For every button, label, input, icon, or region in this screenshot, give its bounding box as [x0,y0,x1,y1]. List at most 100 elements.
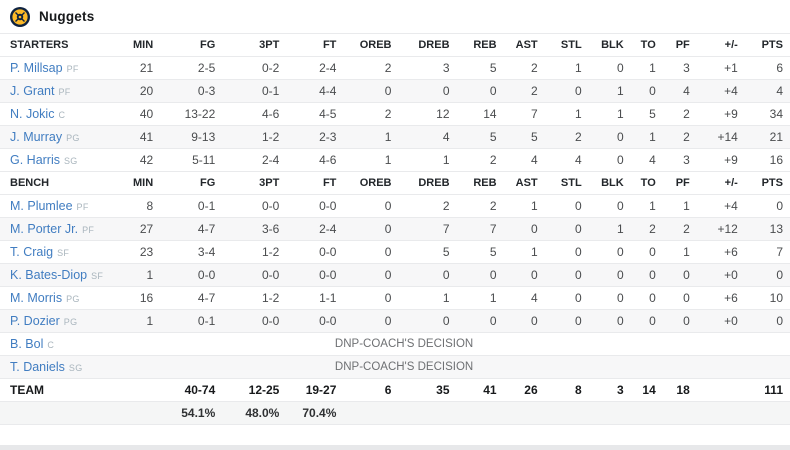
player-link[interactable]: P. Dozier [10,314,60,328]
stat-cell: 1 [384,130,392,144]
dnp-note: DNP-COACH'S DECISION [334,361,474,373]
player-link[interactable]: G. Harris [10,153,60,167]
stat-cell: 4 [649,153,656,167]
stat-cell: 1 [146,268,154,282]
player-row: P. Dozier PG 1 0-1 0-0 0-0 0 0 0 0 0 0 0 0 +0 0 [0,309,790,333]
stat-cell: 10 [769,291,783,305]
stat-cell: 0 [384,84,392,98]
stat-cell: +4 [724,84,738,98]
stat-cell: 1 [617,107,624,121]
stat-cell: 1 [530,199,538,213]
stat-cell: 4-5 [319,107,337,121]
starters-label: STARTERS [10,39,69,51]
stat-cell: 13-22 [184,107,216,121]
column-header: AST [515,177,538,189]
stat-cell: +0 [724,268,738,282]
player-link[interactable]: T. Craig [10,245,54,259]
stat-cell: 5 [649,107,656,121]
team-stat-cell: 35 [436,383,450,397]
stat-cell: 1 [530,245,538,259]
player-link[interactable]: B. Bol [10,337,44,351]
starters-header-row: STARTERS MIN FG 3PT FT OREB DREB REB AST STL BLK TO… [0,34,790,57]
player-row: J. Murray PG 41 9-13 1-2 2-3 1 4 5 5 2 0 1 2 +14 21 [0,125,790,149]
team-name[interactable]: Nuggets [39,9,95,24]
stat-cell: 0 [617,268,624,282]
player-link[interactable]: J. Grant [10,84,55,98]
section-divider [0,445,790,450]
team-stat-cell: 14 [642,383,656,397]
stat-cell: 0 [649,291,656,305]
stat-cell: 0 [649,314,656,328]
stat-cell: 5 [489,130,497,144]
stat-cell: 0 [442,84,450,98]
stat-cell: 0 [574,268,582,282]
stat-cell: 0 [574,245,582,259]
player-cell: B. Bol C [0,333,118,356]
stat-cell: 0 [384,245,392,259]
column-header: STL [560,39,582,51]
team-stat-cell [697,379,745,402]
player-row: M. Plumlee PF 8 0-1 0-0 0-0 0 2 2 1 0 0 1 1 +4 0 [0,195,790,218]
player-cell: G. Harris SG [0,149,118,172]
player-cell: M. Morris PG [0,287,118,310]
stat-cell: 13 [769,222,783,236]
player-link[interactable]: M. Morris [10,291,63,305]
stat-cell: 5 [489,61,497,75]
stat-cell: 9-13 [191,130,216,144]
column-header: PTS [761,39,783,51]
stat-cell: 42 [139,153,154,167]
stat-cell: 0 [489,84,497,98]
box-score-table: STARTERS MIN FG 3PT FT OREB DREB REB AST STL BLK TO… [0,33,790,425]
player-link[interactable]: J. Murray [10,130,63,144]
stat-cell: 0 [617,61,624,75]
stat-cell: 3-4 [197,245,216,259]
player-link[interactable]: M. Porter Jr. [10,222,79,236]
stat-cell: 0 [617,291,624,305]
stat-cell: 0-0 [319,314,337,328]
stat-cell: 5 [442,245,450,259]
player-position: C [58,110,66,120]
stat-cell: +0 [724,314,738,328]
stat-cell: 0 [776,199,783,213]
player-position: SG [64,156,78,166]
player-cell: M. Plumlee PF [0,195,118,218]
stat-cell: 0 [649,84,656,98]
column-header: FT [322,39,337,51]
player-link[interactable]: N. Jokic [10,107,55,121]
stat-cell: 0 [574,222,582,236]
stat-cell: 2 [574,130,582,144]
stat-cell: 7 [530,107,538,121]
stat-cell: 0 [442,268,450,282]
stat-cell: 21 [139,61,154,75]
player-link[interactable]: P. Millsap [10,61,63,75]
player-link[interactable]: M. Plumlee [10,199,73,213]
stat-cell: +4 [724,199,738,213]
stat-cell: 4 [530,153,538,167]
stat-cell: 1 [617,84,624,98]
dnp-note: DNP-COACH'S DECISION [334,338,474,350]
pct-cell [663,402,697,425]
team-stat-cell: 111 [764,383,783,397]
stat-cell: 41 [139,130,154,144]
column-header: PTS [761,177,783,189]
stat-cell: 4 [776,84,783,98]
stat-cell: 0-0 [197,268,216,282]
stat-cell: 1 [683,245,690,259]
column-header: +/- [724,39,738,51]
pct-cell [545,402,589,425]
stat-cell: 1 [574,107,582,121]
stat-cell: 0 [617,199,624,213]
player-position: SF [91,271,104,281]
player-link[interactable]: K. Bates-Diop [10,268,88,282]
stat-cell: 0 [617,314,624,328]
stat-cell: +6 [724,291,738,305]
nuggets-logo-icon[interactable] [10,6,30,27]
player-position: PF [66,64,79,74]
stat-cell: 1 [489,291,497,305]
stat-cell: 4 [442,130,450,144]
column-header: AST [515,39,538,51]
stat-cell: 8 [146,199,154,213]
player-link[interactable]: T. Daniels [10,360,65,374]
pct-cell: 48.0% [245,406,280,420]
stat-cell: 0 [384,268,392,282]
